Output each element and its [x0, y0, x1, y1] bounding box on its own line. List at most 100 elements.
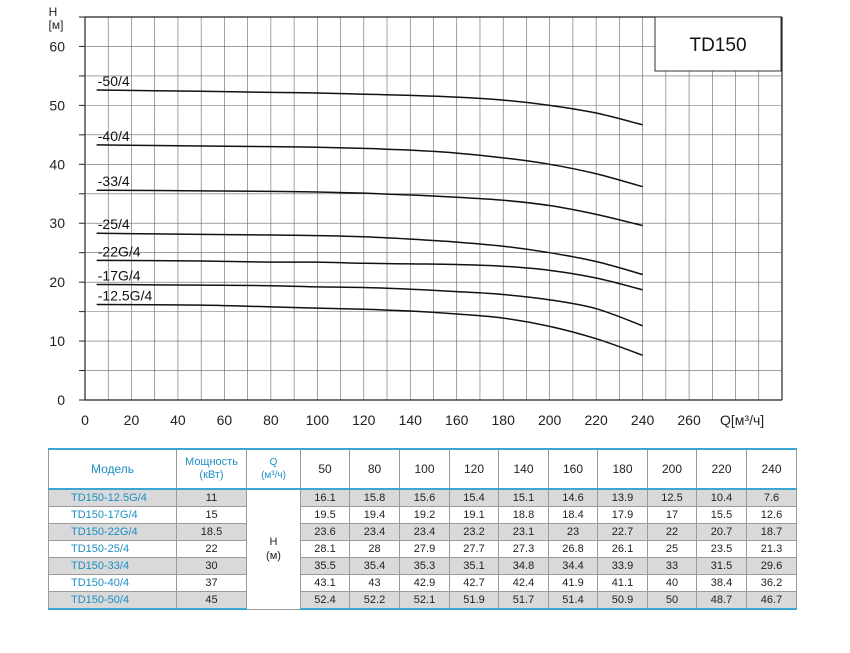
header-model: Модель	[48, 448, 177, 490]
head-value-cell: 46.7	[746, 591, 797, 610]
head-value-cell: 10.4	[696, 488, 747, 507]
y-tick-label: 10	[49, 333, 65, 349]
head-value-cell: 27.3	[498, 540, 549, 558]
head-value-cell: 48.7	[696, 591, 747, 610]
head-value-cell: 15.4	[449, 488, 499, 507]
head-value-cell: 42.9	[399, 574, 450, 592]
power-cell: 30	[176, 557, 247, 575]
head-value-cell: 52.1	[399, 591, 450, 610]
power-cell: 11	[176, 488, 247, 507]
model-cell: TD150-12.5G/4	[48, 488, 177, 507]
head-value-cell: 17.9	[597, 506, 648, 524]
x-tick-label: 200	[538, 412, 562, 428]
power-cell: 15	[176, 506, 247, 524]
head-value-cell: 19.4	[349, 506, 400, 524]
head-value-cell: 25	[647, 540, 697, 558]
head-value-cell: 43.1	[300, 574, 350, 592]
head-value-cell: 26.1	[597, 540, 648, 558]
x-tick-label: 140	[399, 412, 423, 428]
x-tick-label: 120	[352, 412, 376, 428]
header-flow-200: 200	[647, 448, 697, 490]
pump-curve	[96, 283, 643, 327]
head-value-cell: 15.1	[498, 488, 549, 507]
y-tick-label: 20	[49, 274, 65, 290]
power-cell: 45	[176, 591, 247, 610]
x-tick-label: 100	[306, 412, 330, 428]
table-row: TD150-40/4 37 43.1 43 42.9 42.7 42.4 41.9 41.1 40…	[48, 574, 797, 592]
y-axis-label-h: H	[49, 5, 58, 19]
series-label: -25/4	[98, 216, 130, 232]
x-tick-label: 20	[124, 412, 140, 428]
y-axis-label-unit: [м]	[49, 18, 64, 32]
model-cell: TD150-22G/4	[48, 523, 177, 541]
head-value-cell: 12.5	[647, 488, 697, 507]
header-flow-50: 50	[300, 448, 350, 490]
head-value-cell: 23.2	[449, 523, 499, 541]
table-row: TD150-17G/4 15 19.5 19.4 19.2 19.1 18.8 18.4 17.…	[48, 506, 797, 524]
table-header-row: Модель Мощность (кВт) Q (м³/ч) 50 80 100 1…	[48, 448, 797, 490]
head-value-cell: 33	[647, 557, 697, 575]
head-value-cell: 41.9	[548, 574, 598, 592]
x-tick-label: 40	[170, 412, 186, 428]
header-power-line1: Мощность	[185, 456, 238, 468]
series-label: -17G/4	[98, 268, 141, 284]
head-value-cell: 27.9	[399, 540, 450, 558]
head-unit-line2: (м)	[266, 550, 281, 563]
head-value-cell: 15.6	[399, 488, 450, 507]
head-value-cell: 19.2	[399, 506, 450, 524]
head-value-cell: 19.5	[300, 506, 350, 524]
pump-curve	[96, 144, 643, 188]
chart-title: TD150	[689, 35, 746, 56]
head-value-cell: 26.8	[548, 540, 598, 558]
y-tick-label: 0	[57, 392, 65, 408]
head-value-cell: 16.1	[300, 488, 350, 507]
power-cell: 22	[176, 540, 247, 558]
head-value-cell: 15.5	[696, 506, 747, 524]
head-value-cell: 28.1	[300, 540, 350, 558]
pump-curve	[96, 189, 643, 227]
x-tick-label: 0	[81, 412, 89, 428]
series-label: -40/4	[98, 128, 130, 144]
head-value-cell: 18.4	[548, 506, 598, 524]
x-axis-label: Q[м³/ч]	[720, 412, 764, 428]
y-tick-label: 60	[49, 38, 65, 54]
head-value-cell: 42.7	[449, 574, 499, 592]
header-q-line2: (м³/ч)	[261, 470, 286, 481]
head-value-cell: 23.5	[696, 540, 747, 558]
header-flow-100: 100	[399, 448, 450, 490]
model-cell: TD150-50/4	[48, 591, 177, 610]
header-flow-240: 240	[746, 448, 797, 490]
pump-curve	[96, 259, 643, 291]
x-tick-label: 260	[677, 412, 701, 428]
table-row: TD150-50/4 45 52.4 52.2 52.1 51.9 51.7 51.4 50.9…	[48, 591, 797, 610]
head-value-cell: 35.4	[349, 557, 400, 575]
head-value-cell: 33.9	[597, 557, 648, 575]
x-tick-label: 80	[263, 412, 279, 428]
pump-curve	[96, 232, 643, 276]
head-value-cell: 17	[647, 506, 697, 524]
head-value-cell: 51.4	[548, 591, 598, 610]
head-value-cell: 34.8	[498, 557, 549, 575]
header-flow-120: 120	[449, 448, 499, 490]
series-labels: -50/4 -40/4 -33/4 -25/4 -22G/4 -17G/4 -12.5G/4	[98, 73, 153, 303]
head-value-cell: 35.5	[300, 557, 350, 575]
head-value-cell: 23.6	[300, 523, 350, 541]
head-value-cell: 35.1	[449, 557, 499, 575]
model-cell: TD150-40/4	[48, 574, 177, 592]
head-value-cell: 43	[349, 574, 400, 592]
power-cell: 37	[176, 574, 247, 592]
table-body: TD150-12.5G/4 11 H (м) 16.1 15.8 15.6 15.4 15.1 1…	[48, 488, 797, 610]
model-title-box	[654, 16, 782, 72]
head-value-cell: 19.1	[449, 506, 499, 524]
head-value-cell: 36.2	[746, 574, 797, 592]
head-value-cell: 51.9	[449, 591, 499, 610]
header-flow-80: 80	[349, 448, 400, 490]
header-power: Мощность (кВт)	[176, 448, 247, 490]
head-value-cell: 23	[548, 523, 598, 541]
head-value-cell: 51.7	[498, 591, 549, 610]
head-value-cell: 23.4	[349, 523, 400, 541]
head-unit-cell: H (м)	[246, 488, 301, 610]
model-cell: TD150-25/4	[48, 540, 177, 558]
head-value-cell: 35.3	[399, 557, 450, 575]
pump-curve	[96, 303, 643, 356]
